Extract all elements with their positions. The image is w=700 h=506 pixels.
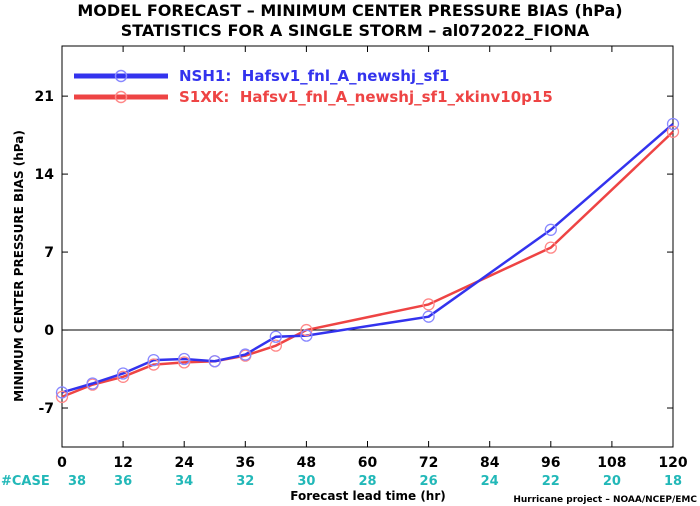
y-tick-label: 0 — [44, 323, 54, 339]
legend-marker-series-2 — [114, 90, 128, 104]
x-tick-label: 60 — [358, 455, 378, 471]
series-layer — [55, 117, 680, 404]
chart-title: MODEL FORECAST – MINIMUM CENTER PRESSURE… — [77, 1, 622, 20]
series-1-point — [269, 330, 283, 343]
x-tick-label: 0 — [57, 455, 67, 471]
series-1-point — [178, 352, 191, 366]
series-2-point — [147, 358, 160, 371]
case-count: 30 — [297, 474, 315, 489]
y-tick-label: -7 — [38, 401, 54, 417]
plot-frame — [61, 45, 674, 448]
y-tick-label: 7 — [44, 245, 54, 261]
x-axis-ticks: 0 12 24 36 48 60 72 84 96 108 120 — [57, 46, 688, 471]
x-tick-label: 108 — [597, 455, 626, 471]
x-tick-label: 84 — [480, 455, 500, 471]
series-2-point — [269, 339, 283, 352]
series-2-point — [666, 125, 680, 138]
y-tick-label: 14 — [35, 167, 55, 183]
x-tick-label: 48 — [297, 455, 316, 471]
legend-marker-series-1 — [114, 69, 128, 83]
series-2-point — [544, 241, 557, 254]
case-count: 18 — [664, 474, 682, 489]
x-tick-label: 36 — [236, 455, 255, 471]
credit-text: Hurricane project – NOAA/NCEP/EMC — [513, 495, 697, 505]
case-count: 20 — [603, 474, 621, 489]
series-2-point — [300, 323, 313, 337]
y-axis-ticks: -7 0 7 14 21 — [35, 89, 673, 417]
x-tick-label: 96 — [541, 455, 560, 471]
chart-subtitle: STATISTICS FOR A SINGLE STORM – al072022… — [121, 21, 590, 40]
y-tick-label: 21 — [35, 89, 54, 105]
series-2-point — [178, 356, 191, 369]
series-1-point — [666, 117, 680, 131]
case-count: 26 — [420, 474, 438, 489]
x-axis-label: Forecast lead time (hr) — [290, 489, 446, 503]
series-1-point — [116, 367, 130, 380]
y-axis-label: MINIMUM CENTER PRESSURE BIAS (hPa) — [12, 130, 26, 402]
series-2-point — [55, 390, 69, 404]
legend-label-series-2: S1XK: Hafsv1_fnl_A_newshj_sf1_xkinv10p15 — [179, 88, 553, 106]
series-1-point — [147, 353, 160, 367]
x-tick-label: 72 — [419, 455, 438, 471]
legend-label-series-1: NSH1: Hafsv1_fnl_A_newshj_sf1 — [179, 67, 449, 85]
case-count: 32 — [236, 474, 254, 489]
case-count: 34 — [175, 474, 193, 489]
series-1-point — [86, 377, 99, 390]
series-1-point — [55, 386, 69, 399]
series-1-point — [422, 310, 435, 323]
series-1-point — [544, 223, 557, 236]
series-line-1 — [61, 123, 674, 394]
case-count: 36 — [114, 474, 132, 489]
x-tick-label: 24 — [174, 455, 194, 471]
case-count: 24 — [481, 474, 499, 489]
series-2-point — [116, 370, 130, 383]
x-tick-label: 120 — [658, 455, 687, 471]
case-count-row: 38 36 34 32 30 28 26 24 22 20 18 #CASE — [1, 474, 682, 489]
case-count: 38 — [68, 474, 86, 489]
series-1-point — [208, 355, 221, 368]
series-1-point — [239, 348, 252, 361]
legend: NSH1: Hafsv1_fnl_A_newshj_sf1 S1XK: Hafs… — [74, 67, 553, 106]
case-count: 22 — [542, 474, 560, 489]
series-2-point — [422, 298, 435, 311]
series-1-point — [300, 329, 313, 342]
case-count: 28 — [358, 474, 376, 489]
x-tick-label: 12 — [113, 455, 132, 471]
case-row-label: #CASE — [1, 474, 50, 489]
series-line-2 — [61, 130, 674, 399]
